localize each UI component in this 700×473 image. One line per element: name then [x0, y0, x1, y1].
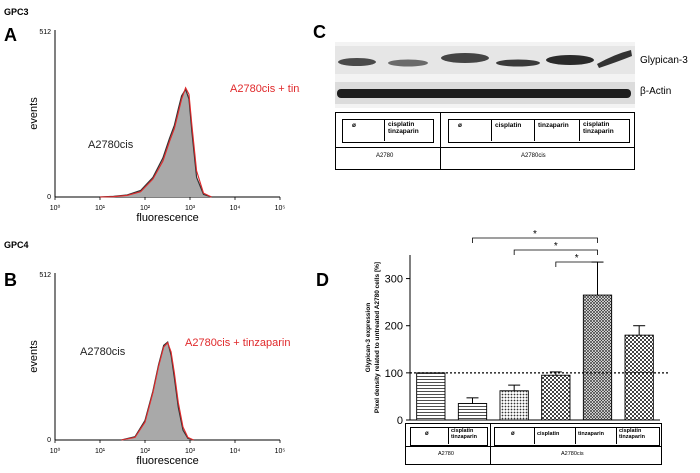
blot-label-gpc3: Glypican-3 — [640, 55, 688, 66]
blot-lane-1: ø — [352, 122, 356, 129]
x-tick-label: 10⁵ — [275, 448, 286, 455]
x-tick-label: 10² — [140, 205, 151, 212]
blot-group-a2780cis: A2780cis — [521, 153, 546, 159]
blot-lane-table: ø cisplatin tinzaparin ø cisplatin tinza… — [335, 112, 635, 170]
gpc3-band-6 — [597, 50, 632, 68]
treated-curve — [121, 341, 194, 441]
blot-lane-4: cisplatin — [495, 122, 522, 129]
western-blot — [335, 42, 635, 108]
panel-b-letter: B — [4, 270, 17, 290]
gpc3-band-3 — [441, 53, 489, 63]
panel-a-letter: A — [4, 25, 17, 45]
gpc3-band-4 — [496, 59, 540, 67]
gpc3-band-5 — [546, 55, 594, 65]
x-axis-label: fluorescence — [136, 455, 198, 467]
x-tick-label: 10⁴ — [230, 205, 241, 212]
y-tick-label: 200 — [385, 321, 403, 333]
bar-group-a2780: A2780 — [438, 451, 454, 457]
x-tick-label: 10¹ — [95, 205, 106, 212]
panel-d-letter: D — [316, 270, 329, 290]
x-tick-label: 10³ — [185, 448, 196, 455]
y-axis-label: events — [28, 97, 40, 130]
significance-star: * — [533, 229, 537, 240]
bar-col-6: cisplatin tinzaparin — [619, 428, 645, 440]
y-axis-label-line2: Pixel density related to untreated A2780… — [374, 262, 381, 413]
bar-col-3: ø — [511, 431, 515, 437]
treated-legend: A2780cis + tinzaparin — [230, 83, 300, 95]
bar-col-5: tinzaparin — [578, 431, 604, 437]
x-tick-label: 10² — [140, 448, 151, 455]
x-tick-label: 10¹ — [95, 448, 106, 455]
y-tick-label: 100 — [385, 368, 403, 380]
x-tick-label: 10³ — [185, 205, 196, 212]
y-tick-label: 0 — [397, 415, 403, 427]
bar — [499, 390, 529, 421]
bar — [457, 403, 488, 421]
panel-b-marker: GPC4 — [4, 240, 29, 250]
y-axis-label: events — [28, 340, 40, 373]
x-axis-label: fluorescence — [136, 212, 198, 224]
control-legend: A2780cis — [88, 139, 134, 151]
control-fill — [100, 89, 212, 197]
x-tick-label: 10⁴ — [230, 448, 241, 455]
gpc3-band-2 — [388, 59, 428, 67]
panel-a-marker: GPC3 — [4, 7, 29, 17]
bar-col-1: ø — [425, 431, 429, 437]
bar-category-table: ø cisplatin tinzaparin ø cisplatin tinza… — [405, 423, 662, 465]
x-tick-label: 10⁰ — [50, 204, 61, 212]
control-legend: A2780cis — [80, 346, 126, 358]
significance-star: * — [554, 241, 558, 252]
y-min-label: 0 — [47, 194, 51, 201]
bar — [416, 372, 446, 421]
blot-lane-5: tinzaparin — [538, 122, 569, 129]
actin-band — [337, 89, 631, 98]
y-max-label: 512 — [39, 29, 51, 36]
treated-legend: A2780cis + tinzaparin — [185, 337, 290, 349]
bar-chart-d: 0 100 200 300 Glypican-3 expression Pixel den… — [365, 229, 668, 427]
blot-lane-6: cisplatin tinzaparin — [583, 121, 614, 135]
bar — [624, 334, 654, 421]
significance-bracket — [472, 237, 598, 243]
y-min-label: 0 — [47, 437, 51, 444]
histogram-b: 512 0 10⁰ 10¹ 10² 10³ 10⁴ 10⁵ fluorescence events… — [28, 272, 290, 467]
blot-lane-2: cisplatin tinzaparin — [388, 121, 419, 135]
significance-bracket — [513, 249, 598, 255]
control-curve — [99, 88, 212, 198]
y-max-label: 512 — [39, 272, 51, 279]
y-tick-label: 300 — [385, 274, 403, 286]
significance-bracket — [555, 261, 598, 267]
treated-curve — [99, 86, 212, 198]
bar-group-a2780cis: A2780cis — [561, 451, 584, 457]
significance-star: * — [575, 253, 579, 264]
blot-lane-3: ø — [458, 122, 462, 129]
y-axis-label-line1: Glypican-3 expression — [365, 303, 372, 372]
blot-group-a2780: A2780 — [376, 153, 394, 159]
panel-c-letter: C — [313, 22, 326, 42]
bar-col-2: cisplatin tinzaparin — [451, 428, 477, 440]
bar — [541, 374, 571, 421]
x-tick-label: 10⁵ — [275, 205, 286, 212]
control-fill — [121, 342, 194, 440]
bar — [582, 294, 613, 421]
blot-label-actin: β-Actin — [640, 86, 672, 97]
blot-image — [335, 42, 635, 108]
bar-col-4: cisplatin — [537, 431, 560, 437]
gpc3-band-1 — [338, 58, 376, 66]
histogram-a: 512 0 10⁰ 10¹ 10² 10³ 10⁴ 10⁵ fluorescence events… — [28, 29, 300, 224]
x-tick-label: 10⁰ — [50, 447, 61, 455]
